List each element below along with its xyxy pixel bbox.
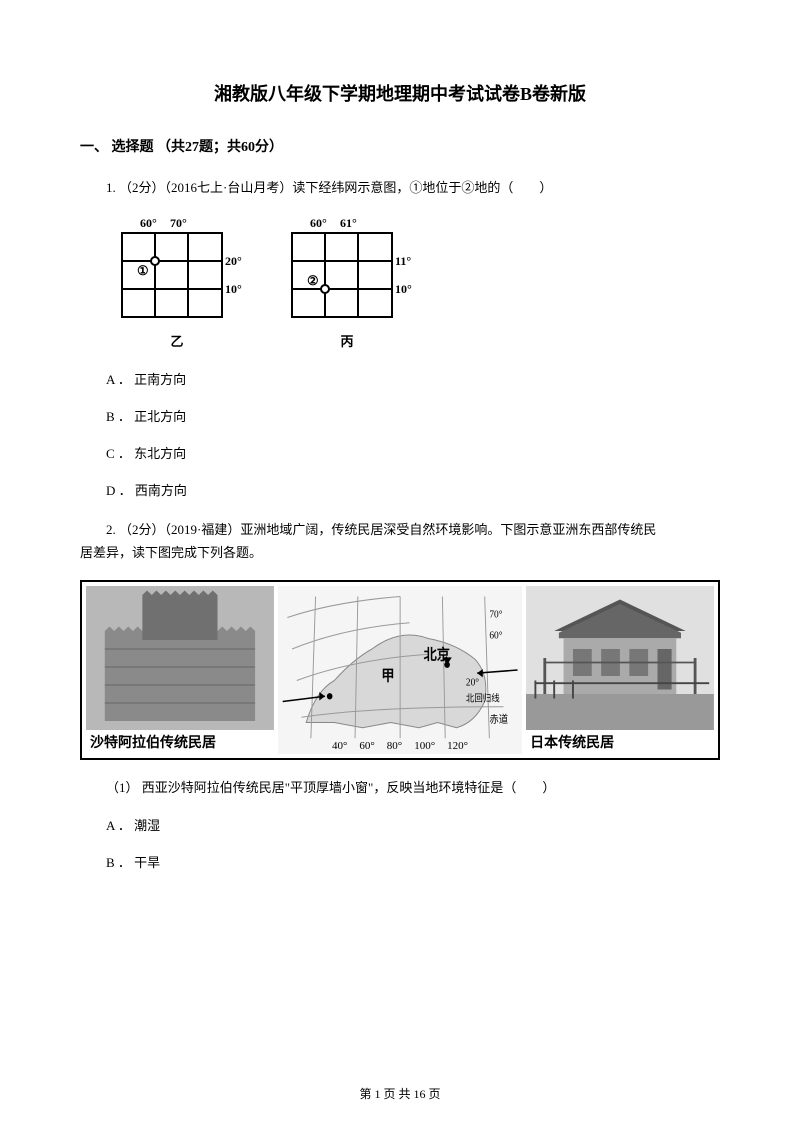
grid-yi-svg: 60° 70° 20° 10° ① xyxy=(112,215,242,325)
grid-yi-col1: 60° xyxy=(140,216,157,230)
grid-bing-label: 丙 xyxy=(340,331,353,350)
grid-bing-row2: 10° xyxy=(395,282,412,296)
grid-yi: 60° 70° 20° 10° ① 乙 xyxy=(112,215,242,350)
grid-bing-col2: 61° xyxy=(340,216,357,230)
q2-option-b: B ． 干旱 xyxy=(106,853,720,874)
svg-text:北回归线: 北回归线 xyxy=(466,692,500,704)
map-label-jia: 甲 xyxy=(381,668,394,685)
q2-stem: 2. （2分）（2019·福建）亚洲地域广阔，传统民居深受自然环境影响。下图示意… xyxy=(80,518,720,565)
q1-option-c: C ． 东北方向 xyxy=(106,444,720,465)
grid-yi-col2: 70° xyxy=(170,216,187,230)
document-title: 湘教版八年级下学期地理期中考试试卷B卷新版 xyxy=(80,80,720,106)
asia-map-svg: 甲 北京 赤道 北回归线 60° 70° 20° xyxy=(278,586,522,754)
q1-option-b: B ． 正北方向 xyxy=(106,407,720,428)
map-lon-120: 120° xyxy=(447,740,468,752)
grid-yi-label: 乙 xyxy=(170,331,183,350)
q2-option-a: A ． 潮湿 xyxy=(106,816,720,837)
japan-building-svg xyxy=(526,586,714,730)
panel-saudi-caption: 沙特阿拉伯传统民居 xyxy=(86,730,274,754)
page-footer: 第 1 页 共 16 页 xyxy=(0,1085,800,1102)
q2-sub1: （1） 西亚沙特阿拉伯传统民居"平顶厚墙小窗"，反映当地环境特征是（ ） xyxy=(80,776,720,799)
map-lon-100: 100° xyxy=(414,740,435,752)
q2-stem-line1: 2. （2分）（2019·福建）亚洲地域广阔，传统民居深受自然环境影响。下图示意… xyxy=(80,518,720,541)
map-lon-labels: 40° 60° 80° 100° 120° xyxy=(332,740,468,752)
section-heading: 一、 选择题 （共27题；共60分） xyxy=(80,136,720,156)
grid-bing-col1: 60° xyxy=(310,216,327,230)
map-lon-80: 80° xyxy=(387,740,402,752)
saudi-building-svg xyxy=(86,586,274,730)
svg-text:70°: 70° xyxy=(489,609,502,621)
q1-stem: 1. （2分）（2016七上·台山月考）读下经纬网示意图，①地位于②地的（ ） xyxy=(80,176,720,199)
svg-text:60°: 60° xyxy=(489,630,502,642)
q1-option-a: A ． 正南方向 xyxy=(106,370,720,391)
q1-figure: 60° 70° 20° 10° ① 乙 60° 61° xyxy=(112,215,720,350)
svg-text:20°: 20° xyxy=(466,678,479,690)
grid-yi-marker: ① xyxy=(137,263,149,278)
grid-bing-row1: 11° xyxy=(395,254,411,268)
grid-bing-svg: 60° 61° 11° 10° ② xyxy=(282,215,412,325)
grid-bing-marker: ② xyxy=(307,273,319,288)
panel-japan: 日本传统民居 xyxy=(526,586,714,754)
panel-saudi: 沙特阿拉伯传统民居 xyxy=(86,586,274,754)
svg-text:赤道: 赤道 xyxy=(489,712,508,726)
q2-figure: 沙特阿拉伯传统民居 甲 北京 赤道 北回归线 60° xyxy=(80,580,720,760)
grid-bing: 60° 61° 11° 10° ② 丙 xyxy=(282,215,412,350)
map-label-beijing: 北京 xyxy=(423,646,449,664)
map-lon-40: 40° xyxy=(332,740,347,752)
grid-yi-row2: 10° xyxy=(225,282,242,296)
panel-japan-caption: 日本传统民居 xyxy=(526,730,714,754)
q2-stem-line2: 居差异，读下图完成下列各题。 xyxy=(80,541,720,564)
q1-option-d: D ． 西南方向 xyxy=(106,481,720,502)
panel-map: 甲 北京 赤道 北回归线 60° 70° 20° 40° 60° 80° 100… xyxy=(278,586,522,754)
grid-yi-row1: 20° xyxy=(225,254,242,268)
map-lon-60: 60° xyxy=(359,740,374,752)
